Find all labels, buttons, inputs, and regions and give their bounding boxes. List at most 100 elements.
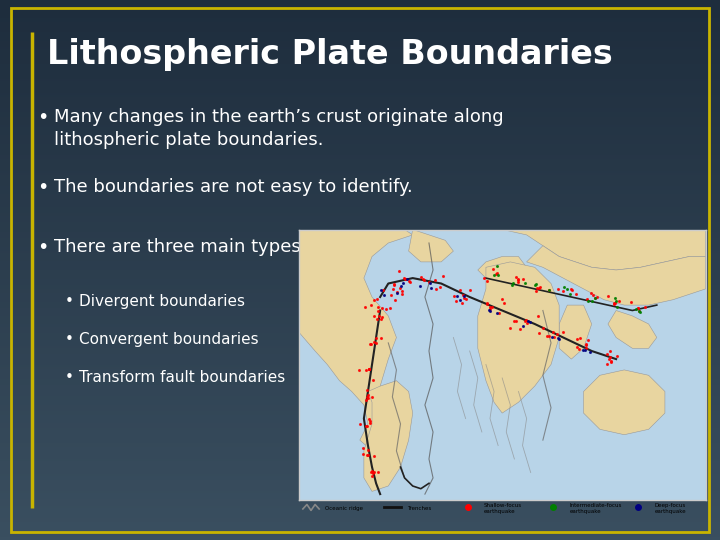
Point (585, 288, 597, 297)
Point (589, 293, 600, 302)
Point (362, 393, 374, 402)
Point (581, 343, 593, 352)
Point (361, 422, 372, 430)
Point (549, 333, 560, 341)
Text: Lithospheric Plate Boundaries: Lithospheric Plate Boundaries (47, 38, 613, 71)
Point (512, 275, 523, 284)
Point (498, 299, 510, 307)
Text: Oceanic ridge: Oceanic ridge (325, 506, 364, 511)
Point (552, 330, 563, 339)
Point (491, 261, 503, 270)
Point (505, 323, 516, 332)
Text: Deep-focus
earthquake: Deep-focus earthquake (654, 503, 686, 514)
Point (372, 315, 383, 324)
Point (397, 274, 409, 283)
Point (633, 303, 644, 312)
Point (557, 327, 569, 336)
Point (354, 420, 366, 428)
Point (393, 267, 405, 275)
Point (360, 422, 372, 431)
Point (379, 291, 390, 299)
Point (376, 303, 387, 312)
Point (403, 276, 415, 285)
Point (451, 296, 462, 305)
Text: Convergent boundaries: Convergent boundaries (79, 332, 258, 347)
Point (508, 317, 520, 326)
Point (363, 365, 374, 374)
Point (390, 296, 401, 305)
Point (589, 294, 600, 302)
Point (392, 288, 403, 296)
Point (519, 316, 531, 325)
Point (415, 273, 427, 282)
Point (384, 303, 396, 312)
Point (533, 284, 544, 292)
Point (510, 273, 521, 281)
Point (367, 376, 379, 384)
Point (368, 312, 379, 320)
Point (359, 302, 371, 311)
Point (577, 346, 589, 354)
Text: •: • (65, 332, 73, 347)
Point (588, 291, 599, 299)
Point (573, 345, 585, 353)
Point (534, 283, 545, 292)
Point (547, 327, 559, 336)
Point (397, 279, 409, 288)
Point (606, 358, 617, 367)
Point (400, 275, 412, 284)
Point (543, 332, 554, 340)
Point (459, 292, 470, 300)
Point (613, 296, 624, 305)
Point (604, 347, 616, 355)
Point (387, 285, 399, 294)
Point (524, 318, 536, 326)
Point (358, 449, 369, 458)
Point (363, 414, 374, 423)
Point (602, 292, 613, 301)
Point (561, 285, 572, 293)
Point (388, 280, 400, 288)
Point (512, 274, 523, 283)
Point (370, 334, 382, 343)
Point (546, 333, 558, 341)
Point (537, 324, 549, 333)
Point (363, 365, 374, 374)
Point (533, 312, 544, 321)
Point (459, 293, 470, 302)
Point (600, 350, 612, 359)
Point (592, 293, 603, 302)
Point (552, 285, 564, 293)
Point (417, 275, 428, 284)
Point (424, 279, 436, 287)
Point (582, 336, 594, 345)
Point (454, 286, 466, 294)
Point (363, 450, 374, 459)
Text: Many changes in the earth’s crust originate along
lithospheric plate boundaries.: Many changes in the earth’s crust origin… (54, 108, 503, 149)
Point (492, 308, 503, 317)
Point (580, 341, 591, 349)
Point (487, 303, 498, 312)
Point (572, 335, 583, 344)
Point (405, 278, 416, 287)
Text: Intermediate-focus
earthquake: Intermediate-focus earthquake (570, 503, 621, 514)
Point (484, 305, 495, 314)
Point (389, 281, 400, 289)
Point (484, 303, 495, 312)
Point (488, 271, 500, 280)
Point (461, 294, 472, 303)
Point (414, 281, 426, 290)
Point (481, 276, 492, 285)
Point (553, 334, 564, 343)
Point (584, 348, 595, 356)
Point (582, 297, 593, 306)
Point (429, 275, 441, 284)
Point (399, 275, 410, 284)
Point (372, 302, 383, 311)
Point (557, 287, 569, 295)
Point (483, 306, 495, 314)
Point (451, 292, 462, 300)
Text: •: • (37, 108, 49, 127)
Point (492, 271, 503, 279)
Point (608, 299, 620, 307)
